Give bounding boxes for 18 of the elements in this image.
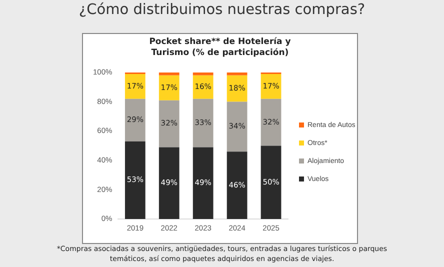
bar <box>158 100 180 148</box>
bar <box>226 72 248 76</box>
bar <box>192 98 214 148</box>
bar <box>226 152 248 219</box>
chart-subtitle: Pocket share** de Hotelería y Turismo (% de participación) <box>148 37 292 59</box>
bar <box>158 147 180 219</box>
bar <box>192 72 214 76</box>
bar <box>260 98 282 146</box>
bar <box>192 147 214 219</box>
bar <box>158 75 180 100</box>
bar <box>124 74 146 99</box>
bar <box>124 141 146 219</box>
chart-title: ¿Cómo distribuimos nuestras compras? <box>78 2 366 18</box>
bar <box>260 146 282 219</box>
bar <box>124 98 146 142</box>
bar <box>192 75 214 99</box>
bar <box>226 102 248 152</box>
bar <box>158 72 180 76</box>
